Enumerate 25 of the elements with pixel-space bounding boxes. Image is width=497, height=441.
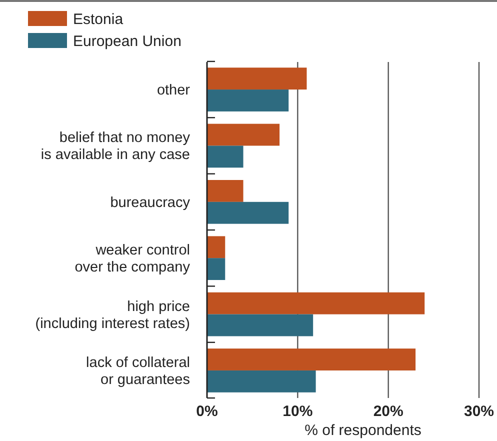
- legend-label: European Union: [73, 33, 182, 50]
- x-tick-label: 20%: [373, 403, 404, 420]
- x-tick-label: 10%: [282, 403, 313, 420]
- bar: [207, 348, 416, 370]
- y-tick-label: lack of collateral or guarantees: [86, 354, 190, 388]
- bar: [207, 68, 307, 90]
- bar: [207, 90, 289, 112]
- bar: [207, 258, 226, 280]
- bar: [207, 124, 280, 146]
- bar: [207, 180, 244, 202]
- y-tick-label: other: [156, 82, 190, 99]
- y-tick-label: bureaucracy: [110, 194, 191, 211]
- x-axis-title: % of respondents: [304, 422, 422, 439]
- x-tick-label: 30%: [464, 403, 494, 420]
- bar: [207, 146, 244, 168]
- bar: [207, 292, 425, 314]
- bar: [207, 202, 289, 224]
- bar: [207, 370, 316, 392]
- legend-label: Estonia: [73, 11, 124, 28]
- bar: [207, 314, 314, 336]
- y-tick-label: belief that no money is available in any case: [40, 130, 191, 164]
- x-tick-label: 0%: [196, 403, 218, 420]
- y-tick-label: weaker control over the company: [74, 242, 191, 276]
- bar: [207, 236, 226, 258]
- y-tick-label: high price (including interest rates): [35, 298, 190, 332]
